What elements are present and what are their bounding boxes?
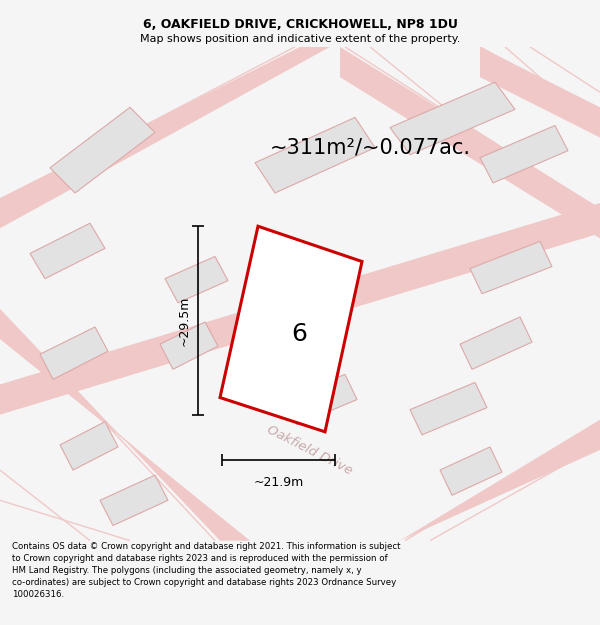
Polygon shape (470, 241, 552, 294)
Text: Contains OS data © Crown copyright and database right 2021. This information is : Contains OS data © Crown copyright and d… (12, 542, 400, 599)
Polygon shape (460, 317, 532, 369)
Polygon shape (440, 447, 502, 495)
Text: ~29.5m: ~29.5m (178, 295, 191, 346)
Text: ~311m²/~0.077ac.: ~311m²/~0.077ac. (270, 138, 471, 158)
Polygon shape (50, 107, 155, 193)
Text: 6: 6 (291, 322, 307, 346)
Text: 6, OAKFIELD DRIVE, CRICKHOWELL, NP8 1DU: 6, OAKFIELD DRIVE, CRICKHOWELL, NP8 1DU (143, 19, 457, 31)
Polygon shape (255, 118, 375, 193)
Polygon shape (100, 475, 168, 526)
Polygon shape (0, 203, 600, 414)
Polygon shape (220, 226, 362, 432)
Polygon shape (160, 322, 218, 369)
Polygon shape (30, 223, 105, 279)
Polygon shape (165, 256, 228, 303)
Text: ~21.9m: ~21.9m (253, 476, 304, 489)
Polygon shape (60, 422, 118, 470)
Text: Map shows position and indicative extent of the property.: Map shows position and indicative extent… (140, 34, 460, 44)
Polygon shape (410, 382, 487, 435)
Polygon shape (390, 82, 515, 155)
Polygon shape (480, 126, 568, 183)
Text: Oakfield Drive: Oakfield Drive (265, 422, 355, 477)
Polygon shape (285, 374, 357, 425)
Polygon shape (480, 47, 600, 138)
Polygon shape (0, 309, 250, 541)
Polygon shape (40, 327, 108, 379)
Polygon shape (340, 47, 600, 238)
Polygon shape (0, 47, 330, 228)
Polygon shape (400, 420, 600, 541)
